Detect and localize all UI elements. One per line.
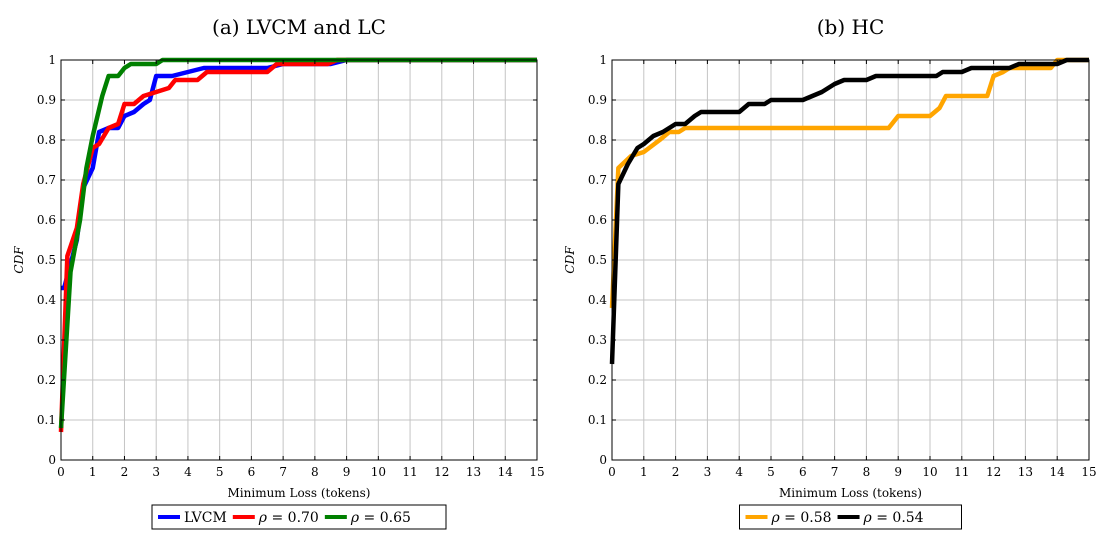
- x-tick-label: 9: [343, 465, 351, 479]
- legend: ρ = 0.58 ρ = 0.54: [739, 504, 962, 530]
- x-tick-label: 10: [922, 465, 937, 479]
- x-tick-label: 12: [434, 465, 449, 479]
- y-tick-label: 1: [48, 53, 56, 67]
- x-tick-label: 1: [640, 465, 648, 479]
- series-line-2: [609, 57, 1089, 365]
- y-tick-label: 0.5: [588, 253, 607, 267]
- x-tick-label: 11: [954, 465, 969, 479]
- y-axis-label: CDF: [563, 246, 577, 274]
- x-tick-label: 2: [672, 465, 680, 479]
- y-tick-label: 0.4: [588, 293, 607, 307]
- x-tick-label: 10: [371, 465, 386, 479]
- x-tick-label: 0: [608, 465, 616, 479]
- series-line-1: [609, 57, 1089, 309]
- x-axis-label: Minimum Loss (tokens): [779, 486, 922, 500]
- y-tick-label: 0.4: [37, 293, 56, 307]
- x-tick-label: 15: [529, 465, 544, 479]
- x-tick-label: 3: [152, 465, 160, 479]
- y-tick-label: 0.1: [588, 413, 607, 427]
- y-tick-label: 1: [599, 53, 607, 67]
- x-tick-label: 13: [1018, 465, 1033, 479]
- y-tick-label: 0.2: [588, 373, 607, 387]
- y-tick-label: 0.1: [37, 413, 56, 427]
- chart-title: (b) HC: [817, 15, 885, 39]
- x-tick-label: 5: [767, 465, 775, 479]
- y-axis-label: CDF: [12, 246, 26, 274]
- x-tick-label: 1: [89, 465, 97, 479]
- y-tick-label: 0: [599, 453, 607, 467]
- chart-title: (a) LVCM and LC: [212, 15, 386, 39]
- series-line-2: [58, 57, 537, 433]
- y-tick-label: 0.7: [37, 173, 56, 187]
- legend-label-1: LVCM: [184, 510, 227, 526]
- y-tick-label: 0: [48, 453, 56, 467]
- x-tick-label: 8: [863, 465, 871, 479]
- x-tick-label: 5: [216, 465, 224, 479]
- x-axis-label: Minimum Loss (tokens): [228, 486, 371, 500]
- x-tick-label: 8: [311, 465, 319, 479]
- x-tick-label: 14: [1050, 465, 1066, 479]
- x-tick-label: 13: [466, 465, 481, 479]
- y-tick-label: 0.8: [588, 133, 607, 147]
- y-tick-label: 0.2: [37, 373, 56, 387]
- y-tick-label: 0.5: [37, 253, 56, 267]
- x-tick-label: 7: [279, 465, 287, 479]
- legend: LVCM ρ = 0.70 ρ = 0.65: [151, 504, 447, 530]
- chart-b: 0 1 2 3 4 5 6 7 8 9 10 11 12 13 14 1500.10.20.30.40.50.…: [563, 15, 1097, 530]
- legend-label-2: ρ = 0.70: [258, 510, 319, 526]
- legend-label-2: ρ = 0.54: [863, 510, 924, 526]
- y-tick-label: 0.7: [588, 173, 607, 187]
- x-tick-label: 3: [704, 465, 712, 479]
- y-tick-label: 0.8: [37, 133, 56, 147]
- x-tick-label: 7: [831, 465, 839, 479]
- series-line-1: [61, 57, 537, 291]
- chart-a: 0 1 2 3 4 5 6 7 8 9 10 11 12 13 14 1500.10.20.30.40.50.…: [12, 15, 545, 530]
- x-tick-label: 4: [735, 465, 743, 479]
- x-tick-label: 15: [1081, 465, 1096, 479]
- x-tick-label: 4: [184, 465, 192, 479]
- x-tick-label: 12: [986, 465, 1001, 479]
- x-tick-label: 9: [894, 465, 902, 479]
- x-tick-label: 6: [799, 465, 807, 479]
- y-tick-label: 0.6: [588, 213, 607, 227]
- y-tick-label: 0.3: [588, 333, 607, 347]
- x-tick-label: 11: [402, 465, 417, 479]
- y-tick-label: 0.6: [37, 213, 56, 227]
- legend-label-3: ρ = 0.65: [350, 510, 411, 526]
- series-line-3: [58, 57, 537, 429]
- x-tick-label: 0: [57, 465, 65, 479]
- y-tick-label: 0.3: [37, 333, 56, 347]
- x-tick-label: 6: [248, 465, 256, 479]
- legend-box: [151, 504, 447, 530]
- y-tick-label: 0.9: [37, 93, 56, 107]
- x-tick-label: 2: [121, 465, 129, 479]
- x-tick-label: 14: [498, 465, 514, 479]
- legend-label-1: ρ = 0.58: [771, 510, 832, 526]
- y-tick-label: 0.9: [588, 93, 607, 107]
